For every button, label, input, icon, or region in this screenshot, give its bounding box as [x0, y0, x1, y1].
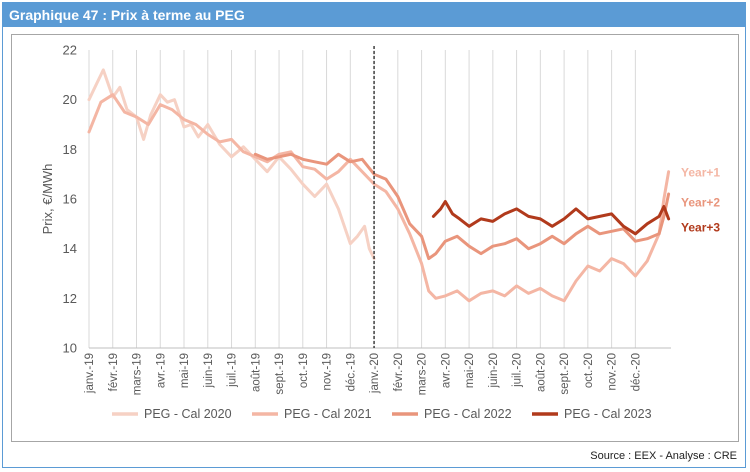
x-tick-label: juil.-19 — [227, 353, 239, 388]
x-tick-label: oct.-19 — [298, 353, 310, 388]
y-tick-label: 18 — [63, 142, 77, 157]
x-tick-label: avr.-19 — [155, 353, 167, 388]
x-tick-label: août-19 — [250, 353, 262, 392]
x-tick-label: juil.-20 — [512, 353, 524, 388]
figure-frame: Graphique 47 : Prix à terme au PEG 10 12 1… — [2, 2, 746, 468]
x-tick-label: janv.-19 — [84, 353, 96, 394]
series-line-1 — [87, 68, 376, 261]
x-tick-label: déc.-20 — [630, 353, 642, 391]
title-bar: Graphique 47 : Prix à terme au PEG — [3, 3, 745, 27]
x-tick-label: avr.-20 — [440, 353, 452, 388]
y-tick-label: 20 — [63, 92, 77, 107]
x-tick-label: déc.-19 — [345, 353, 357, 391]
x-tick-label: févr.-19 — [108, 353, 120, 391]
legend-label: PEG - Cal 2022 — [424, 407, 512, 421]
y-axis-label: Prix, €/MWh — [40, 164, 55, 235]
series-line-2 — [87, 93, 671, 303]
y-tick-label: 22 — [63, 43, 77, 58]
legend-label: PEG - Cal 2023 — [564, 407, 652, 421]
x-tick-label: juin-19 — [203, 353, 215, 389]
line-chart: 10 12 14 16 18 20 22 Prix, €/MWh janv.-19 févr.-1… — [40, 43, 720, 422]
figure-title: Graphique 47 : Prix à terme au PEG — [9, 7, 245, 23]
series-line-3 — [253, 152, 671, 261]
legend-label: PEG - Cal 2021 — [284, 407, 372, 421]
x-tick-label: sept.-19 — [274, 353, 286, 395]
end-label: Year+3 — [681, 220, 720, 234]
x-tick-label: mai-19 — [179, 353, 191, 388]
end-label: Year+1 — [681, 166, 720, 180]
chart-container: 10 12 14 16 18 20 22 Prix, €/MWh janv.-19 févr.-1… — [11, 34, 739, 442]
legend-label: PEG - Cal 2020 — [144, 407, 232, 421]
source-note: Source : EEX - Analyse : CRE — [590, 450, 737, 462]
x-tick-label: mars-19 — [132, 353, 144, 395]
x-tick-label: sept.-20 — [559, 353, 571, 395]
x-tick-label: juin-20 — [488, 353, 500, 389]
x-tick-label: janv.-20 — [369, 353, 381, 394]
y-tick-label: 10 — [63, 341, 77, 356]
x-tick-label: mars-20 — [417, 353, 429, 395]
y-tick-label: 14 — [63, 241, 77, 256]
x-tick-label: août-20 — [535, 353, 547, 392]
y-tick-label: 16 — [63, 192, 77, 207]
x-tick-label: oct.-20 — [583, 353, 595, 388]
series-line-4 — [431, 200, 671, 236]
y-tick-label: 12 — [63, 291, 77, 306]
end-label: Year+2 — [681, 195, 720, 209]
x-tick-label: févr.-20 — [393, 353, 405, 391]
x-tick-label: nov.-20 — [607, 353, 619, 391]
x-tick-label: nov.-19 — [322, 353, 334, 391]
x-tick-label: mai-20 — [464, 353, 476, 388]
